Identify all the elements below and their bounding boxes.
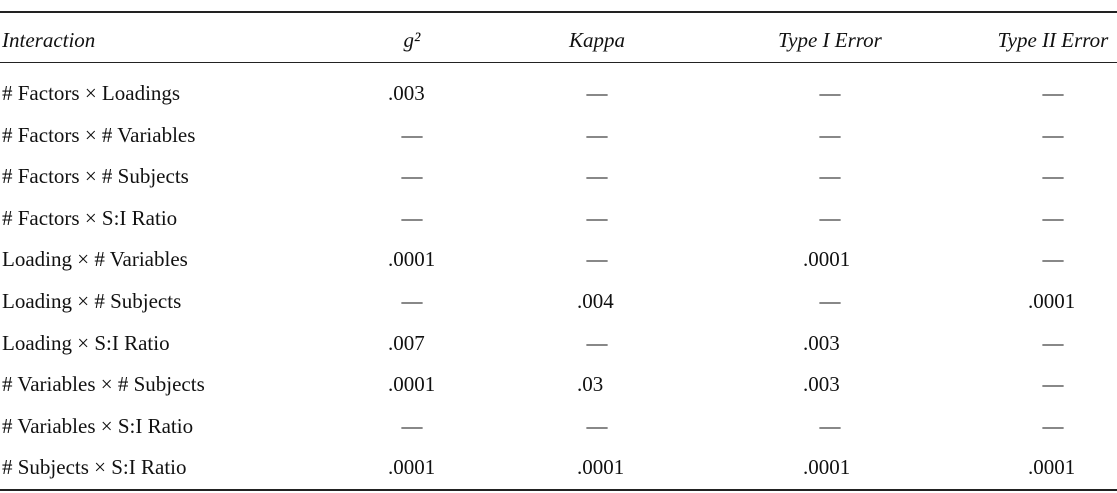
header-cell: Type II Error bbox=[997, 28, 1109, 52]
row-label: # Subjects × S:I Ratio bbox=[2, 455, 187, 480]
top-rule bbox=[0, 11, 1117, 13]
cell-value: — bbox=[819, 122, 841, 147]
cell-value: — bbox=[1042, 81, 1064, 105]
cell-value: — bbox=[586, 122, 608, 147]
cell-value: — bbox=[819, 205, 841, 230]
cell-value: .0001 bbox=[388, 247, 436, 272]
cell-value: .003 bbox=[803, 330, 840, 355]
cell-value: — bbox=[586, 164, 608, 189]
header-cell: Kappa bbox=[569, 28, 626, 52]
header-cell: g² bbox=[403, 28, 421, 52]
cell-value: — bbox=[586, 413, 608, 438]
cell-value: — bbox=[586, 330, 608, 355]
cell-value: .0001 bbox=[1028, 289, 1076, 313]
cell-value: — bbox=[401, 164, 423, 189]
cell-value: .0001 bbox=[803, 247, 851, 272]
cell-value: .0001 bbox=[803, 455, 851, 480]
bottom-rule bbox=[0, 489, 1117, 491]
cell-value: .03 bbox=[577, 372, 604, 397]
row-label: # Factors × Loadings bbox=[2, 81, 181, 105]
row-label: Loading × # Variables bbox=[2, 247, 188, 272]
cell-value: .004 bbox=[577, 289, 614, 313]
cell-value: — bbox=[401, 122, 423, 147]
cell-value: — bbox=[586, 247, 608, 272]
cell-value: — bbox=[819, 289, 841, 313]
row-label: # Variables × S:I Ratio bbox=[2, 413, 194, 438]
cell-value: — bbox=[1042, 372, 1064, 397]
cell-value: .0001 bbox=[388, 372, 436, 397]
header-cell: Type I Error bbox=[778, 28, 882, 52]
row-label: # Factors × # Subjects bbox=[2, 164, 189, 189]
row-label: Loading × # Subjects bbox=[2, 289, 182, 313]
cell-value: .003 bbox=[388, 81, 425, 105]
cell-value: — bbox=[1042, 164, 1064, 189]
row-label: # Factors × # Variables bbox=[2, 122, 196, 147]
header-rule bbox=[0, 62, 1117, 63]
cell-value: .007 bbox=[388, 330, 425, 355]
row-label: Loading × S:I Ratio bbox=[2, 330, 170, 355]
cell-value: — bbox=[586, 205, 608, 230]
cell-value: — bbox=[819, 413, 841, 438]
row-label: # Factors × S:I Ratio bbox=[2, 205, 178, 230]
cell-value: — bbox=[1042, 247, 1064, 272]
header-cell: Interaction bbox=[2, 28, 96, 52]
cell-value: .003 bbox=[803, 372, 840, 397]
cell-value: — bbox=[586, 81, 608, 105]
cell-value: — bbox=[401, 413, 423, 438]
cell-value: — bbox=[401, 205, 423, 230]
cell-value: .0001 bbox=[1028, 455, 1076, 480]
cell-value: — bbox=[401, 289, 423, 313]
cell-value: — bbox=[1042, 122, 1064, 147]
cell-value: .0001 bbox=[388, 455, 436, 480]
cell-value: — bbox=[1042, 413, 1064, 438]
cell-value: — bbox=[1042, 330, 1064, 355]
row-label: # Variables × # Subjects bbox=[2, 372, 205, 397]
cell-value: — bbox=[1042, 205, 1064, 230]
cell-value: .0001 bbox=[577, 455, 625, 480]
cell-value: — bbox=[819, 81, 841, 105]
cell-value: — bbox=[819, 164, 841, 189]
